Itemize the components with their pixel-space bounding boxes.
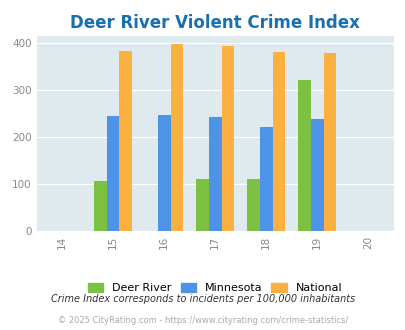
Bar [323,53,336,231]
Bar [170,44,183,231]
Legend: Deer River, Minnesota, National: Deer River, Minnesota, National [84,280,345,296]
Bar [272,52,285,231]
Bar [221,46,234,231]
Bar [196,180,208,231]
Bar [208,116,221,231]
Bar [119,51,132,231]
Bar [247,180,259,231]
Bar [158,115,170,231]
Bar [259,127,272,231]
Title: Deer River Violent Crime Index: Deer River Violent Crime Index [70,14,359,32]
Text: © 2025 CityRating.com - https://www.cityrating.com/crime-statistics/: © 2025 CityRating.com - https://www.city… [58,315,347,325]
Bar [107,115,119,231]
Text: Crime Index corresponds to incidents per 100,000 inhabitants: Crime Index corresponds to incidents per… [51,294,354,304]
Bar [297,80,310,231]
Bar [310,119,323,231]
Bar [94,181,107,231]
